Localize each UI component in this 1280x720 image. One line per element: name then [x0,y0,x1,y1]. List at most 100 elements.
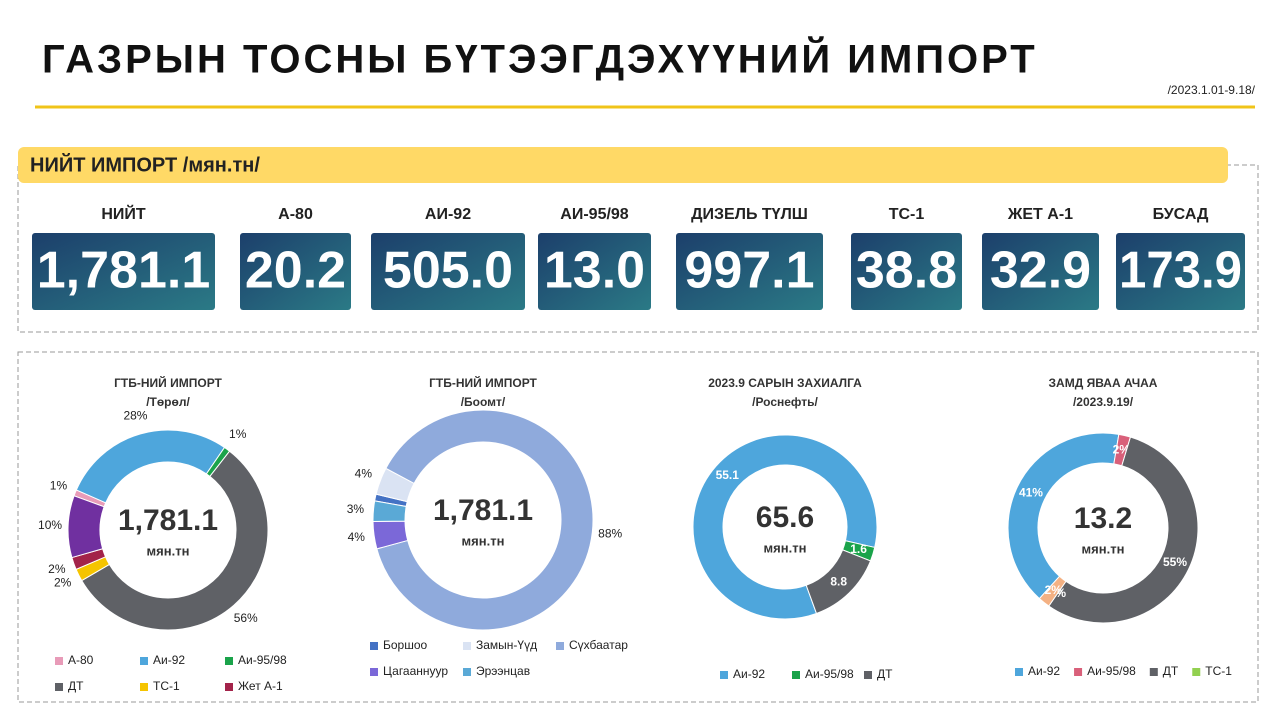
donut-segment [1038,575,1067,607]
legend-swatch [792,671,800,679]
legend-swatch [720,671,728,679]
donut-segment [1048,436,1199,624]
chart-subtitle: /Роснефть/ [752,395,818,409]
data-label: 1.6 [850,542,867,556]
legend-swatch [225,683,233,691]
data-label: 41% [1019,485,1043,499]
kpi-value: 997.1 [684,242,814,300]
center-unit: мян.тн [1082,541,1125,556]
data-label: 28% [123,409,147,423]
kpi-value: 1,781.1 [37,242,211,300]
kpi-label: А-80 [278,206,313,223]
donut-segment [81,450,269,631]
donut-segment [1007,432,1120,600]
legend-swatch [55,657,63,665]
legend-swatch [140,657,148,665]
data-label: 88% [598,526,622,540]
kpi-tile [240,233,351,310]
legend-label: А-80 [68,653,94,667]
donut-segment [67,495,105,559]
kpi-label: АИ-95/98 [560,206,629,223]
legend-label: ТС-1 [153,679,180,693]
legend-swatch [140,683,148,691]
donut-segment [805,549,872,615]
center-unit: мян.тн [462,533,505,548]
data-label: 1% [229,427,247,441]
kpi-label: ДИЗЕЛЬ ТҮЛШ [691,206,808,223]
chart-subtitle: /2023.9.19/ [1073,395,1134,409]
center-value: 13.2 [1074,502,1132,535]
kpi-tile [676,233,823,310]
legend-swatch [864,671,872,679]
data-label: 8.8 [830,574,847,588]
kpi-value: 173.9 [1119,242,1242,300]
date-range: /2023.1.01-9.18/ [1168,83,1256,97]
legend-swatch [1192,668,1201,676]
section-header [18,147,1228,183]
data-label: 2% [48,562,66,576]
legend-swatch [1074,668,1083,676]
legend-label: Боршоо [383,638,428,652]
legend-label: Аи-92 [733,667,765,681]
legend-swatch [463,668,471,676]
chart-subtitle: /Төрөл/ [146,395,190,409]
legend-swatch [370,668,378,676]
data-label: 4% [355,467,373,481]
legend-label: ДТ [877,667,893,681]
kpi-tile [538,233,651,310]
legend-label: ДТ [68,679,84,693]
legend-swatch [225,657,233,665]
kpi-value: 20.2 [245,242,346,300]
data-label: 10% [38,518,62,532]
legend-label: Аи-95/98 [805,667,854,681]
section-title: НИЙТ ИМПОРТ /мян.тн/ [30,152,260,176]
legend-label: Аи-92 [153,653,185,667]
donut-segment [376,409,594,631]
donut-segment [75,429,226,504]
center-unit: мян.тн [764,540,807,555]
kpi-label: АИ-92 [425,206,471,223]
charts-box [17,351,1259,703]
legend-swatch [556,642,564,650]
center-unit: мян.тн [147,543,190,558]
data-label: 4% [348,530,366,544]
kpi-label: НИЙТ [101,204,146,223]
legend-label: Жет А-1 [238,679,283,693]
center-value: 1,781.1 [118,504,218,537]
chart-subtitle: /Боомт/ [461,395,506,409]
legend-label: Аи-95/98 [1087,664,1136,678]
kpi-label: ЖЕТ А-1 [1007,206,1073,223]
legend-label: Цагааннуур [383,664,448,678]
kpi-label: ТС-1 [889,206,925,223]
legend-label: Аи-95/98 [238,653,287,667]
kpi-tile [851,233,962,310]
kpi-value: 505.0 [383,242,513,300]
chart-title: ЗАМД ЯВАА АЧАА [1049,376,1158,390]
legend-label: Эрээнцав [476,664,530,678]
kpi-value: 13.0 [544,242,645,300]
data-label: 2% [54,575,72,589]
legend-swatch [463,642,471,650]
legend-swatch [370,642,378,650]
kpi-tile [1116,233,1245,310]
data-label: 1% [50,478,68,492]
legend-label: ТС-1 [1205,664,1232,678]
legend-swatch [1149,668,1158,676]
chart-title: 2023.9 САРЫН ЗАХИАЛГА [708,376,862,390]
kpi-tile [371,233,525,310]
kpi-value: 32.9 [990,242,1091,300]
data-label: 55% [1163,555,1187,569]
legend-label: Сүхбаатар [569,638,628,652]
kpi-label: БУСАД [1153,206,1209,223]
data-label: 55.1 [716,468,740,482]
kpi-tile [32,233,215,310]
data-label: 3% [347,502,365,516]
page-title: ГАЗРЫН ТОСНЫ БҮТЭЭГДЭХҮҮНИЙ ИМПОРТ [42,36,1038,82]
kpi-value: 38.8 [856,242,957,300]
legend-label: Аи-92 [1028,664,1060,678]
legend-label: ДТ [1163,664,1179,678]
legend-swatch [55,683,63,691]
center-value: 65.6 [756,501,814,534]
donut-segment [692,434,878,620]
